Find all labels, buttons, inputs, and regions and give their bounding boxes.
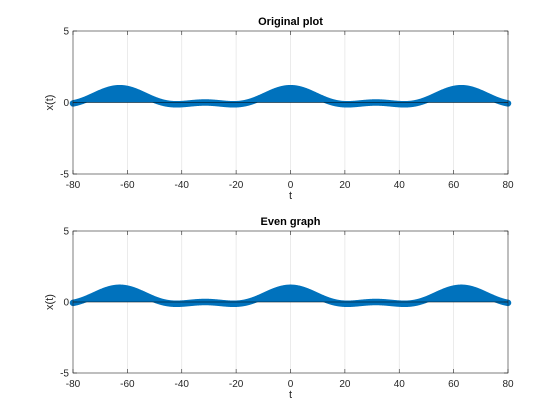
x-tick-label: 40 [394,180,406,191]
x-tick-label: -20 [229,379,244,390]
y-tick-label: -5 [60,369,69,380]
subplot-even: -80 -60 -40 -20 0 20 40 60 80 -505 Even graph t … [44,216,514,401]
stem-markers [69,84,512,108]
y-axis-label: x(t) [44,95,56,111]
chart-title: Even graph [261,216,321,228]
x-tick-label: 20 [339,379,351,390]
plot-data [69,84,512,108]
x-tick-labels: -80 -60 -40 -20 0 20 40 60 80 [66,180,514,191]
x-tick-label: 60 [448,180,460,191]
y-tick-label: 0 [63,98,69,109]
x-tick-label: -40 [175,180,190,191]
x-tick-label: 0 [288,379,294,390]
x-tick-label: 40 [394,379,406,390]
x-tick-label: -80 [66,379,81,390]
y-tick-label: 5 [63,227,69,238]
x-tick-label: 20 [339,180,351,191]
subplot-original: -80 -60 -40 -20 0 20 40 60 80 -5 0 5 Original plot… [44,16,514,202]
y-axis-label: x(t) [44,294,56,310]
y-tick-label: 0 [63,298,69,309]
x-tick-label: 60 [448,379,460,390]
x-tick-label: -40 [175,379,190,390]
y-tick-labels: -5 0 5 [60,27,69,181]
y-tick-label: -5 [60,170,69,181]
x-tick-label: -60 [120,180,135,191]
x-tick-label: 80 [502,379,514,390]
stem-markers [69,284,512,308]
tick-marks [72,30,509,175]
x-axis-label: t [289,190,292,202]
x-tick-labels: -80 -60 -40 -20 0 20 40 60 80 [66,379,514,390]
y-tick-label: 5 [63,27,69,38]
tick-marks [72,230,509,374]
x-tick-label: 80 [502,180,514,191]
x-tick-label: 0 [288,180,294,191]
y-tick-labels: -5 0 5 [60,227,69,380]
x-axis-label: t [289,389,292,401]
plot-data [69,284,512,308]
chart-title: Original plot [258,16,323,28]
x-tick-label: -80 [66,180,81,191]
x-tick-label: -60 [120,379,135,390]
x-tick-label: -20 [229,180,244,191]
